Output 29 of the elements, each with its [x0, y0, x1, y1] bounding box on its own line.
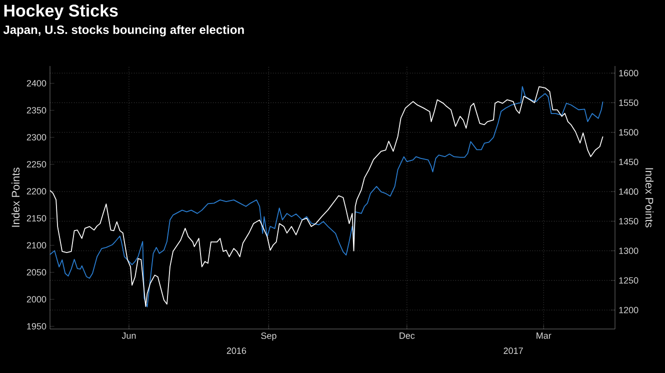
y2-tick-label: 1250 — [619, 277, 638, 284]
y-tick-label: 2350 — [26, 107, 46, 114]
y2-tick-label: 1450 — [619, 158, 638, 166]
y-tick-label: 2000 — [26, 296, 46, 302]
chart-subtitle: Japan, U.S. stocks bouncing after election — [3, 25, 244, 36]
x-tick-label: Mar — [536, 332, 552, 339]
y-tick-label: 2300 — [26, 134, 46, 140]
y2-tick-label: 1300 — [619, 248, 638, 254]
y-axis-title: Index Points — [12, 168, 20, 227]
y2-tick-label: 1550 — [619, 100, 638, 106]
y-tick-label: 2250 — [26, 161, 46, 168]
text: 2016 — [226, 348, 246, 354]
y-tick-label: 1950 — [27, 323, 46, 330]
chart-title: Hockey Sticks — [4, 4, 118, 20]
text: 2017 — [504, 348, 523, 354]
y2-tick-label: 1600 — [619, 70, 638, 76]
y2-tick-label: 1500 — [619, 129, 638, 136]
y2-tick-label: 1200 — [619, 306, 638, 314]
x-tick-label: Dec — [400, 332, 415, 339]
y-tick-label: 2050 — [26, 269, 46, 276]
y-tick-label: 2100 — [26, 242, 46, 248]
x-tick-label: Jun — [122, 332, 136, 339]
x-tick-label: Sep — [261, 332, 276, 341]
y-tick-label: 2150 — [26, 215, 46, 222]
y-tick-label: 2400 — [26, 80, 46, 86]
y2-axis-title: Index Points — [645, 168, 654, 228]
y2-tick-label: 1350 — [619, 218, 638, 224]
y2-tick-label: 1400 — [619, 188, 638, 195]
y-tick-label: 2200 — [26, 188, 46, 194]
